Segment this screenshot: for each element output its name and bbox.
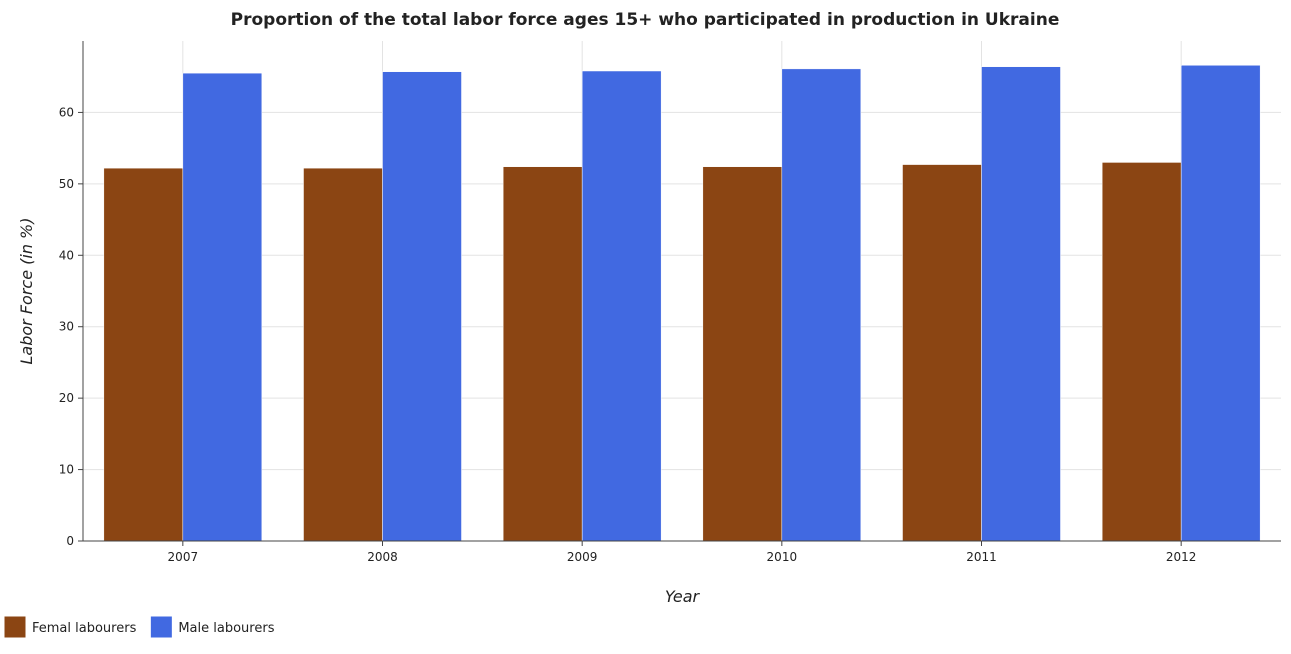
y-tick-label: 10 [59, 463, 74, 477]
bars [103, 65, 1261, 542]
x-tick-label: 2011 [966, 550, 997, 564]
grid [83, 41, 1281, 542]
x-tick-label: 2009 [567, 550, 598, 564]
chart-title: Proportion of the total labor force ages… [231, 10, 1060, 30]
male-bar-2012 [1180, 65, 1261, 542]
x-tick-label: 2007 [168, 550, 199, 564]
x-tick-label: 2012 [1166, 550, 1197, 564]
female-bar-2009 [502, 166, 583, 542]
male-bar-2009 [581, 70, 662, 542]
male-bar-2008 [382, 71, 462, 542]
y-axis-label: Labor Force (in %) [17, 218, 36, 365]
y-tick-label: 40 [59, 248, 74, 262]
x-axis-label: Year [665, 587, 701, 606]
legend-label-female: Femal labourers [32, 621, 137, 636]
female-bar-2008 [303, 167, 383, 542]
female-bar-2012 [1101, 162, 1182, 542]
male-bar-2007 [182, 72, 263, 542]
female-bar-2010 [702, 166, 783, 542]
female-bar-2007 [103, 167, 184, 542]
x-tick-label: 2008 [367, 550, 398, 564]
y-tick-label: 0 [66, 534, 74, 548]
male-bar-2011 [981, 66, 1061, 542]
legend: Femal labourers Male labourers [3, 615, 275, 639]
female-bar-2011 [902, 164, 982, 542]
x-tick-label: 2010 [767, 550, 798, 564]
y-tick-label: 60 [59, 105, 74, 119]
legend-label-male: Male labourers [178, 621, 274, 636]
legend-swatch-male [149, 615, 173, 639]
y-tick-label: 50 [59, 177, 74, 191]
y-tick-label: 30 [59, 320, 74, 334]
y-tick-label: 20 [59, 391, 74, 405]
male-bar-2010 [781, 68, 862, 542]
axes: 0 10 20 30 40 50 60 2007 2008 2009 2010 2011 2012 [59, 41, 1281, 564]
legend-swatch-female [3, 615, 27, 639]
